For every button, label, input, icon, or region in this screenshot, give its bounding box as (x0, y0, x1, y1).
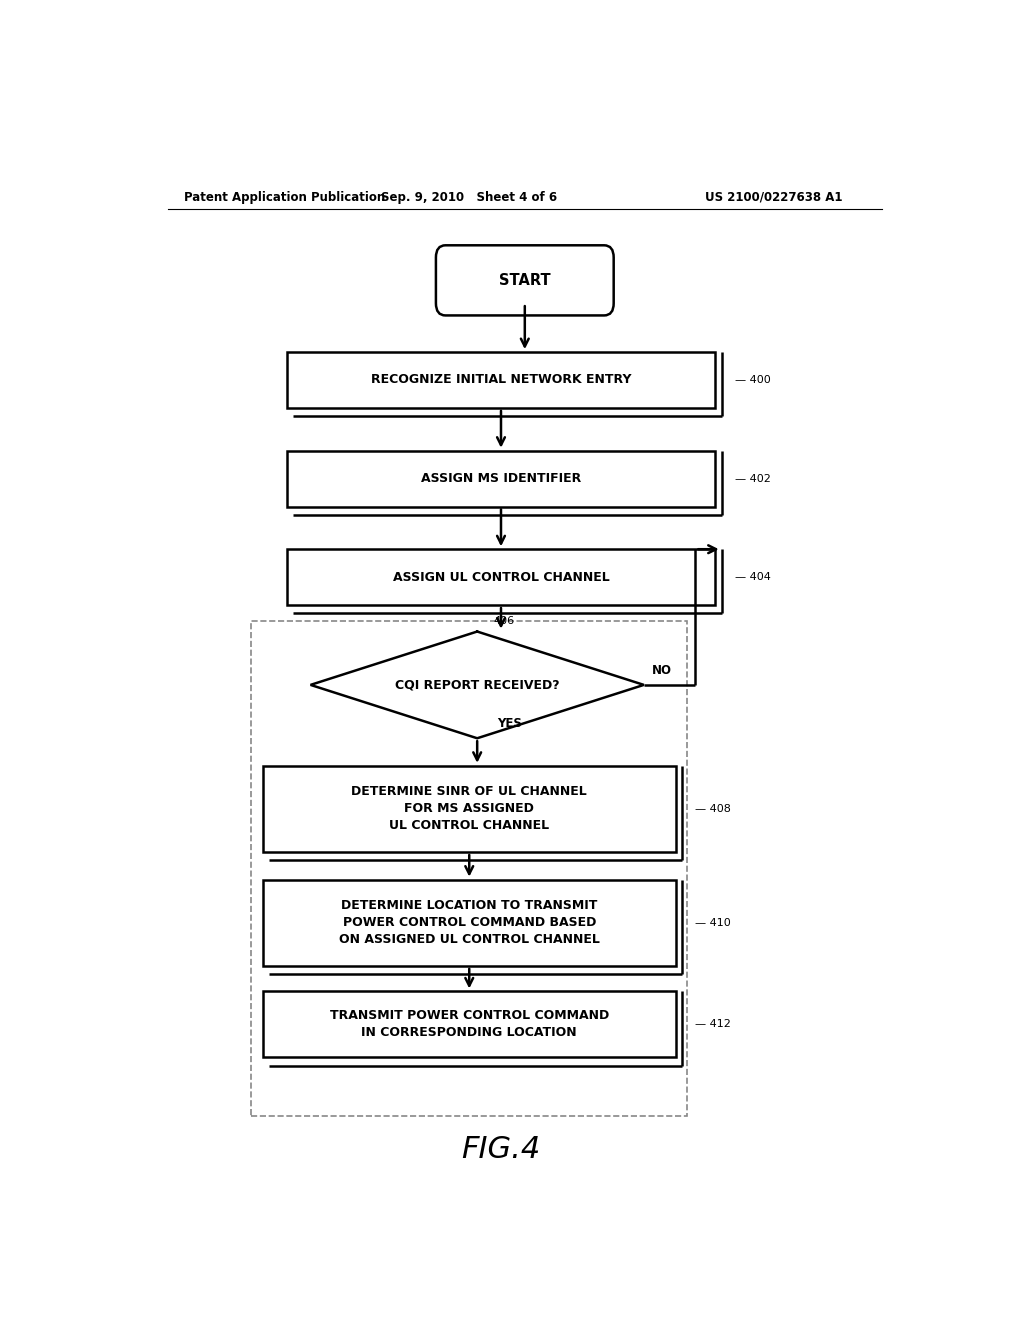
Text: YES: YES (497, 717, 522, 730)
Text: — 402: — 402 (735, 474, 771, 483)
Text: — 400: — 400 (735, 375, 771, 385)
Bar (263, 766, 676, 853)
Text: — 410: — 410 (695, 917, 731, 928)
Text: NO: NO (652, 664, 672, 677)
Text: ASSIGN MS IDENTIFIER: ASSIGN MS IDENTIFIER (421, 473, 581, 484)
Text: 406: 406 (494, 616, 514, 627)
Text: ASSIGN UL CONTROL CHANNEL: ASSIGN UL CONTROL CHANNEL (392, 570, 609, 583)
Bar (263, 991, 676, 1057)
Text: Patent Application Publication: Patent Application Publication (183, 190, 385, 203)
Text: Sep. 9, 2010   Sheet 4 of 6: Sep. 9, 2010 Sheet 4 of 6 (381, 190, 557, 203)
Polygon shape (310, 631, 644, 738)
Text: — 404: — 404 (735, 572, 771, 582)
Bar (287, 549, 715, 605)
Text: US 2100/0227638 A1: US 2100/0227638 A1 (705, 190, 842, 203)
Text: DETERMINE SINR OF UL CHANNEL
FOR MS ASSIGNED
UL CONTROL CHANNEL: DETERMINE SINR OF UL CHANNEL FOR MS ASSI… (351, 785, 587, 833)
FancyBboxPatch shape (436, 246, 613, 315)
Text: TRANSMIT POWER CONTROL COMMAND
IN CORRESPONDING LOCATION: TRANSMIT POWER CONTROL COMMAND IN CORRES… (330, 1010, 609, 1039)
Text: — 412: — 412 (695, 1019, 731, 1030)
Text: FIG.4: FIG.4 (462, 1135, 541, 1164)
Text: START: START (499, 273, 551, 288)
Bar (287, 352, 715, 408)
Text: RECOGNIZE INITIAL NETWORK ENTRY: RECOGNIZE INITIAL NETWORK ENTRY (371, 374, 631, 387)
Text: CQI REPORT RECEIVED?: CQI REPORT RECEIVED? (395, 678, 559, 692)
Bar (251, 620, 687, 1115)
Bar (263, 879, 676, 966)
Text: — 408: — 408 (695, 804, 731, 814)
Text: DETERMINE LOCATION TO TRANSMIT
POWER CONTROL COMMAND BASED
ON ASSIGNED UL CONTRO: DETERMINE LOCATION TO TRANSMIT POWER CON… (339, 899, 600, 946)
Bar (287, 450, 715, 507)
